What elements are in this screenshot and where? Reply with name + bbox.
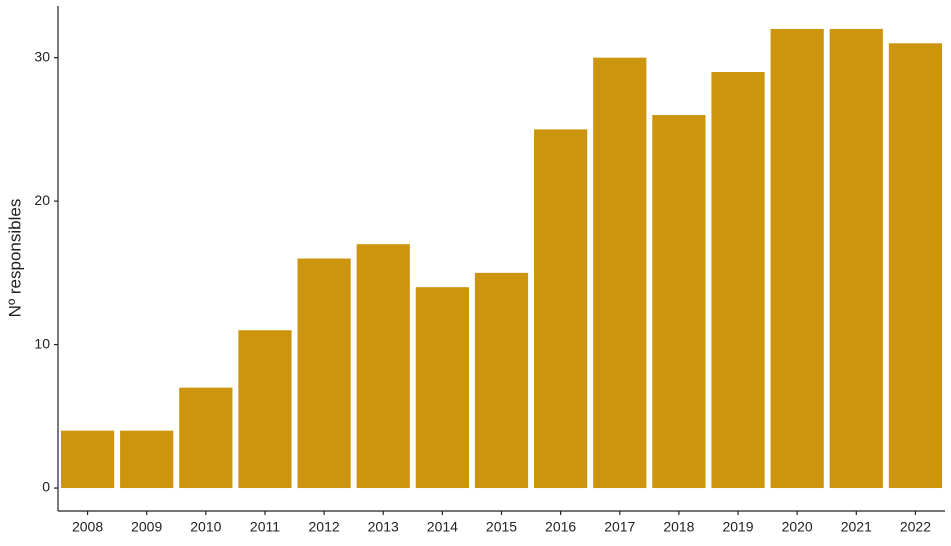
bar <box>770 28 824 489</box>
bar <box>179 387 233 489</box>
bar <box>888 43 943 489</box>
x-tick-label: 2016 <box>545 519 576 535</box>
x-tick-label: 2008 <box>72 519 103 535</box>
bar <box>474 272 529 489</box>
bar <box>711 71 765 489</box>
y-tick-label: 20 <box>34 192 50 208</box>
x-tick-label: 2012 <box>309 519 340 535</box>
bar <box>652 115 706 489</box>
x-tick-label: 2017 <box>604 519 635 535</box>
bar <box>297 258 351 489</box>
x-tick-label: 2020 <box>782 519 813 535</box>
x-tick-label: 2015 <box>486 519 517 535</box>
y-axis-label: Nº responsibles <box>5 199 24 318</box>
x-tick-label: 2013 <box>368 519 399 535</box>
x-tick-label: 2021 <box>841 519 872 535</box>
x-tick-label: 2009 <box>131 519 162 535</box>
x-tick-label: 2011 <box>250 519 280 535</box>
bar <box>60 430 115 489</box>
bar <box>120 430 174 489</box>
bar <box>829 28 883 489</box>
y-tick-label: 0 <box>42 479 50 495</box>
bar <box>534 129 588 489</box>
bar <box>593 57 647 489</box>
x-tick-label: 2018 <box>663 519 694 535</box>
x-tick-label: 2010 <box>190 519 221 535</box>
bar <box>238 330 292 489</box>
x-tick-label: 2014 <box>427 519 458 535</box>
bar <box>415 287 469 489</box>
y-tick-label: 10 <box>34 335 50 351</box>
x-tick-label: 2019 <box>722 519 753 535</box>
x-tick-label: 2022 <box>900 519 931 535</box>
bar <box>356 244 410 489</box>
y-tick-label: 30 <box>34 48 50 64</box>
